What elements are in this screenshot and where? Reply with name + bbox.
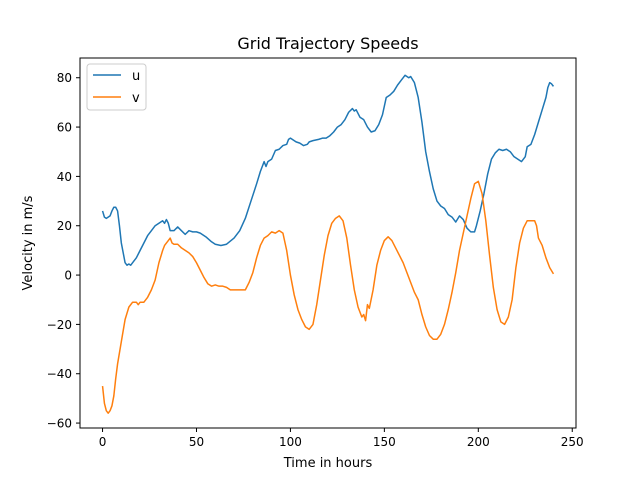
x-tick-label: 100 — [279, 435, 302, 449]
y-tick-label: −40 — [47, 367, 72, 381]
legend-label-u: u — [132, 69, 140, 84]
x-tick-label: 0 — [99, 435, 107, 449]
x-tick-label: 150 — [373, 435, 396, 449]
x-axis-label: Time in hours — [283, 456, 373, 471]
series-line-v — [101, 180, 555, 414]
chart-title: Grid Trajectory Speeds — [237, 34, 418, 53]
x-axis: 0 50 100 150 200 250 — [99, 428, 584, 449]
y-axis: −60 −40 −20 0 20 40 60 80 — [47, 71, 80, 431]
y-tick-label: 0 — [64, 269, 72, 283]
y-tick-label: 40 — [57, 170, 72, 184]
x-tick-label: 250 — [561, 435, 584, 449]
x-tick-label: 50 — [189, 435, 204, 449]
y-tick-label: 20 — [57, 219, 72, 233]
y-axis-label: Velocity in m/s — [21, 195, 36, 290]
x-tick-label: 200 — [467, 435, 490, 449]
legend: uv — [86, 63, 147, 111]
series-line-u — [101, 74, 555, 266]
y-tick-label: 60 — [57, 121, 72, 135]
plot-frame — [79, 57, 577, 429]
y-tick-label: 80 — [57, 71, 72, 85]
y-tick-label: −20 — [47, 318, 72, 332]
y-tick-label: −60 — [47, 417, 72, 431]
plot-area — [101, 74, 555, 414]
legend-label-v: v — [132, 91, 140, 106]
